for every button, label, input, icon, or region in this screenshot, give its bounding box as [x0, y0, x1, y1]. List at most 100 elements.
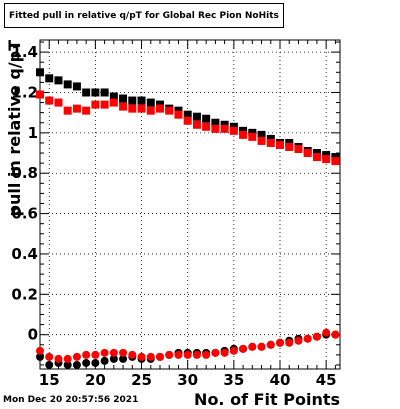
y-tick-label: 0.2 — [11, 285, 38, 303]
data-point — [63, 360, 72, 369]
data-point — [63, 106, 72, 115]
x-tick-label: 45 — [316, 371, 337, 389]
data-point — [72, 352, 81, 361]
data-point — [137, 96, 146, 105]
data-point — [45, 352, 54, 361]
data-point — [36, 352, 44, 361]
data-point — [211, 118, 220, 127]
data-point — [63, 80, 72, 89]
data-point — [183, 116, 192, 125]
data-point — [183, 350, 192, 359]
timestamp: Mon Dec 20 20:57:56 2021 — [3, 395, 139, 405]
data-point — [192, 120, 201, 129]
data-point — [239, 130, 248, 139]
data-point — [312, 153, 321, 162]
data-point — [285, 338, 294, 347]
data-point — [54, 354, 63, 363]
data-point — [174, 110, 183, 119]
data-point — [294, 144, 303, 153]
data-point — [165, 350, 174, 359]
x-tick-label: 15 — [39, 371, 60, 389]
x-tick-label: 40 — [270, 371, 291, 389]
data-point — [45, 360, 54, 369]
data-point — [312, 149, 321, 158]
data-point — [91, 88, 100, 97]
data-point — [82, 106, 91, 115]
data-point — [294, 336, 303, 345]
data-point — [109, 92, 118, 101]
x-tick-label: 20 — [85, 371, 106, 389]
data-point — [156, 100, 164, 109]
data-point — [119, 348, 128, 357]
data-point — [257, 130, 266, 139]
data-point — [303, 334, 312, 343]
data-point — [202, 114, 211, 123]
x-tick-labels: 15 20 25 30 35 40 45 — [39, 371, 337, 389]
y-tick-label: 1 — [28, 124, 38, 142]
data-point — [220, 120, 229, 129]
data-point — [100, 88, 109, 97]
data-point — [72, 104, 81, 113]
data-point — [174, 350, 183, 359]
data-point — [220, 348, 229, 357]
data-point — [220, 124, 229, 133]
data-point — [266, 134, 275, 143]
plot-frame — [39, 39, 341, 370]
data-point — [192, 350, 201, 359]
data-point — [202, 122, 211, 131]
data-point — [239, 126, 248, 135]
data-point — [91, 100, 100, 109]
data-point — [331, 153, 340, 162]
data-point — [128, 96, 137, 105]
data-point — [137, 352, 146, 361]
y-tick-label: 0.4 — [11, 245, 38, 263]
data-point — [36, 68, 44, 77]
data-point — [72, 82, 81, 91]
data-point — [72, 360, 81, 369]
data-point — [119, 102, 128, 111]
data-point — [109, 354, 118, 363]
data-point — [146, 98, 155, 107]
y-tick-label: 0.8 — [11, 164, 38, 182]
data-point — [91, 350, 100, 359]
data-point — [239, 344, 248, 353]
data-point — [322, 151, 331, 160]
data-point — [266, 340, 275, 349]
y-tick-label: 1.4 — [11, 43, 38, 61]
data-point — [266, 138, 275, 147]
x-tick-label: 25 — [131, 371, 152, 389]
data-point — [45, 74, 54, 83]
y-tick-labels: 0 0.2 0.4 0.6 0.8 1 1.2 1.4 — [11, 43, 38, 344]
data-point — [100, 348, 109, 357]
data-point — [128, 104, 137, 113]
data-point — [248, 128, 257, 137]
data-point — [45, 96, 54, 105]
data-point — [82, 88, 91, 97]
x-tick-label: 35 — [223, 371, 244, 389]
data-point — [82, 358, 91, 367]
data-point — [202, 350, 211, 359]
grid — [40, 40, 340, 369]
x-axis-title: No. of Fit Points — [194, 390, 340, 409]
data-point — [211, 124, 220, 133]
data-point — [100, 100, 109, 109]
data-point — [211, 348, 220, 357]
y-tick-label: 1.2 — [11, 83, 38, 101]
data-series-1 — [36, 68, 340, 162]
data-point — [229, 122, 238, 131]
data-point — [100, 356, 109, 365]
data-point — [54, 98, 63, 107]
data-point — [156, 352, 164, 361]
data-point — [174, 106, 183, 115]
data-point — [322, 328, 331, 337]
data-point — [303, 149, 312, 158]
data-point — [137, 104, 146, 113]
data-series-4 — [36, 328, 340, 363]
data-point — [146, 106, 155, 115]
data-point — [146, 352, 155, 361]
data-point — [36, 346, 44, 355]
data-point — [109, 98, 118, 107]
data-point — [229, 346, 238, 355]
data-point — [91, 358, 100, 367]
data-point — [248, 342, 257, 351]
